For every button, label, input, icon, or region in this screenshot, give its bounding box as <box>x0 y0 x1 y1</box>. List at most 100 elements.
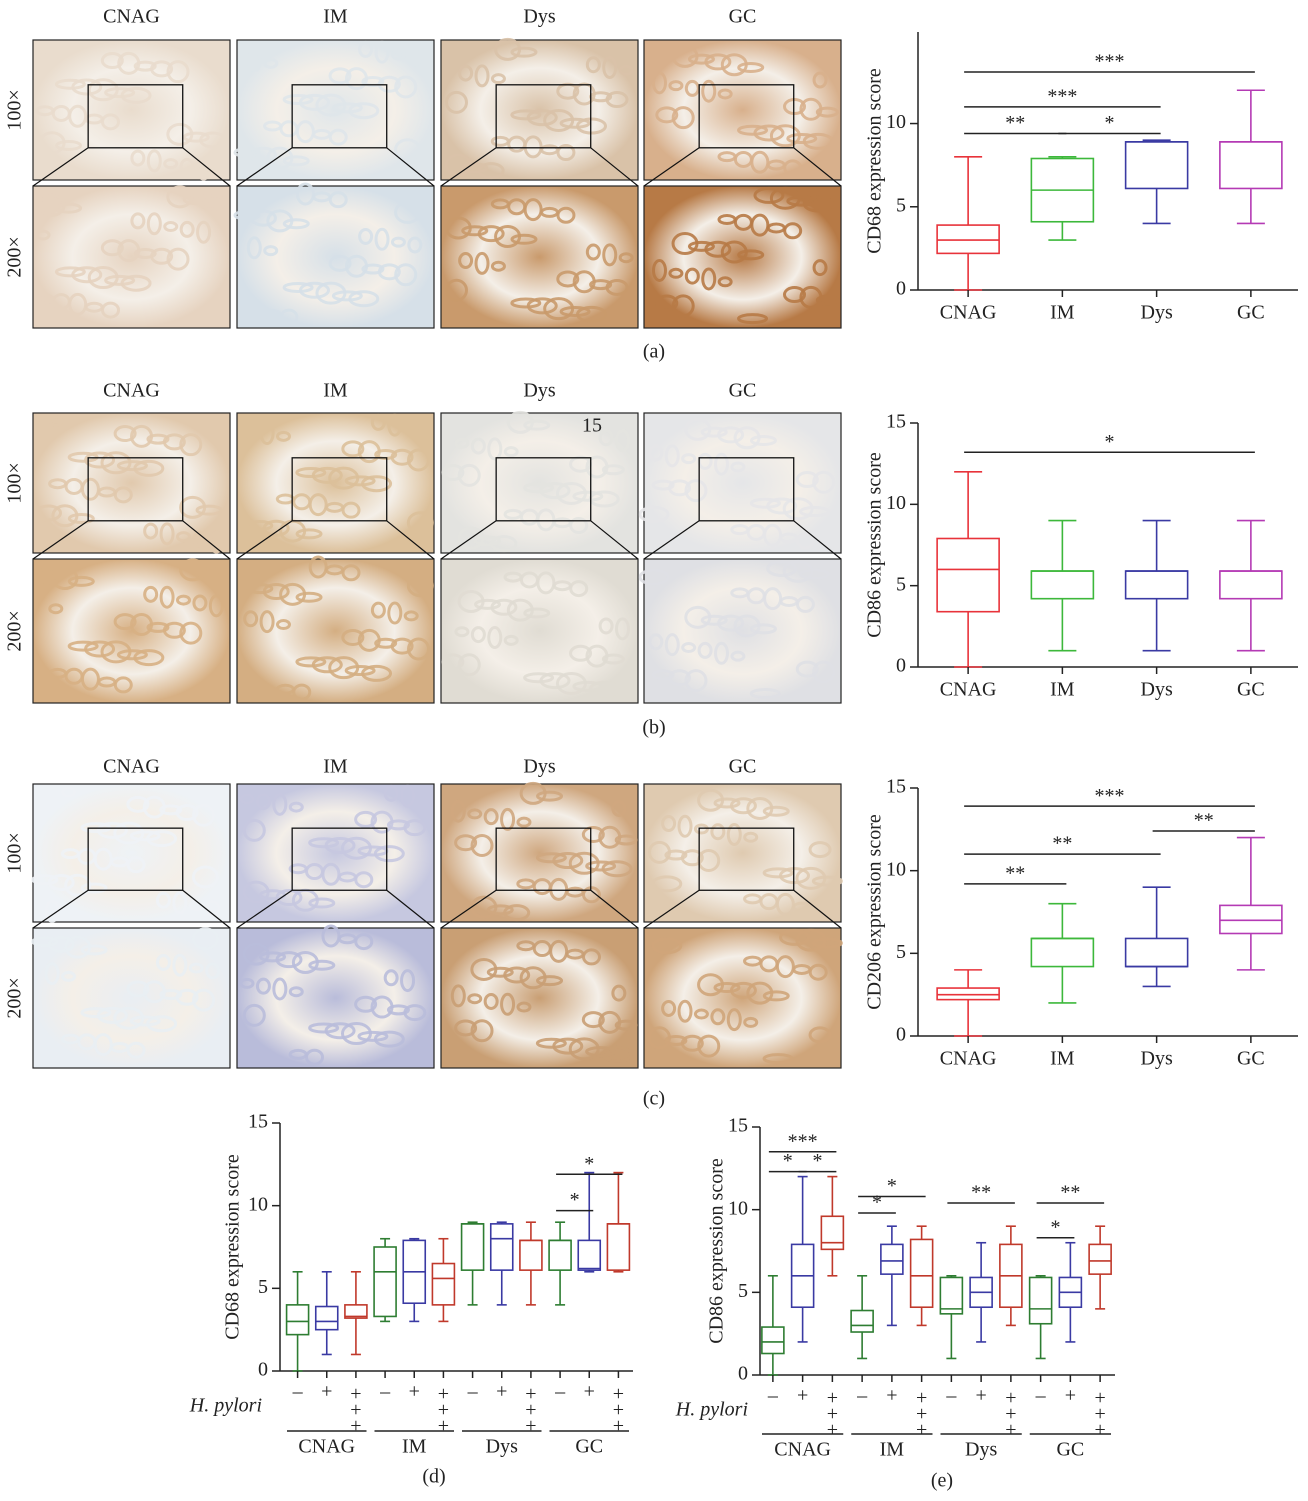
tissue-gland <box>589 279 613 291</box>
tissue-gland <box>390 49 406 61</box>
tissue-gland <box>266 209 294 233</box>
significance-label: ** <box>1005 112 1025 134</box>
column-label: GC <box>729 380 757 402</box>
x-tick-label: CNAG <box>940 302 997 324</box>
tissue-gland <box>374 40 390 64</box>
zoom-line <box>236 520 293 560</box>
tissue-gland <box>166 185 194 209</box>
tissue-gland <box>126 856 146 874</box>
tissue-gland <box>279 120 299 138</box>
column-label: CNAG <box>103 6 160 28</box>
tissue-gland <box>34 504 62 522</box>
tissue-gland <box>795 532 815 550</box>
zoom-line <box>386 520 435 560</box>
tissue-gland <box>467 993 483 1005</box>
tissue-gland <box>749 623 777 635</box>
box <box>1124 141 1189 190</box>
tissue-gland <box>34 567 62 585</box>
tissue-gland <box>648 444 664 462</box>
group-label: IM <box>880 1439 905 1461</box>
y-axis-label: CD86 expression score <box>706 1158 728 1344</box>
tissue-gland <box>242 818 266 842</box>
tissue-gland <box>374 637 398 649</box>
tissue-gland <box>295 656 327 668</box>
zoom-line <box>440 889 497 929</box>
zoom-line <box>590 889 639 929</box>
tissue-gland <box>116 460 148 472</box>
column-label: GC <box>729 756 757 778</box>
group-label: Dys <box>965 1439 997 1461</box>
box <box>1219 570 1283 600</box>
tissue-gland <box>275 619 291 631</box>
tissue-gland <box>370 601 386 619</box>
tissue-gland <box>503 571 523 583</box>
zoom-line <box>793 889 842 929</box>
tissue-gland <box>795 866 827 890</box>
tissue-gland <box>282 94 314 106</box>
tissue-gland <box>454 1019 478 1037</box>
tissue-gland <box>394 75 418 99</box>
tissue-gland <box>179 495 207 519</box>
tissue-gland <box>233 209 261 221</box>
tissue-gland <box>60 848 80 860</box>
tissue-gland <box>255 793 271 811</box>
group-label: GC <box>1056 1439 1084 1461</box>
tissue-gland <box>246 519 274 531</box>
tissue-gland <box>710 823 726 841</box>
level-label: + <box>409 1381 420 1403</box>
tissue-gland <box>812 71 828 89</box>
tissue-gland <box>568 851 600 875</box>
tissue-gland <box>31 936 59 948</box>
x-tick-label: IM <box>1050 1048 1075 1070</box>
tissue-gland <box>506 410 534 434</box>
tissue-gland <box>386 819 410 831</box>
tissue-gland <box>503 634 519 646</box>
tissue-gland <box>400 969 416 993</box>
tissue-gland <box>113 1006 145 1030</box>
tissue-gland <box>655 294 679 312</box>
tissue-gland <box>555 671 587 695</box>
zoom-line <box>32 889 89 929</box>
tissue-gland <box>288 986 304 998</box>
significance-label: *** <box>1047 85 1077 107</box>
tissue-gland <box>263 308 283 320</box>
tissue-gland <box>390 236 406 248</box>
tissue-gland <box>664 633 680 657</box>
tissue-gland <box>714 641 730 665</box>
tissue-gland <box>470 437 486 455</box>
tissue-gland <box>44 962 60 986</box>
tissue-gland <box>651 258 667 282</box>
box <box>936 224 1000 255</box>
micrograph <box>643 783 842 923</box>
micrograph <box>236 412 435 554</box>
tissue-gland <box>35 42 51 54</box>
inset-box <box>495 84 592 149</box>
tissue-gland <box>179 157 195 175</box>
tissue-gland <box>487 437 503 461</box>
tissue-gland <box>205 900 221 918</box>
tissue-gland <box>133 60 157 72</box>
tissue-gland <box>386 1004 410 1016</box>
y-axis-label: CD68 expression score <box>222 1154 244 1340</box>
inset-box <box>291 457 388 522</box>
tissue-gland <box>159 804 183 816</box>
tissue-gland <box>387 601 403 625</box>
tissue-gland <box>441 653 465 671</box>
significance-label: * <box>813 1150 823 1172</box>
tissue-gland <box>272 792 288 816</box>
tissue-gland <box>113 425 137 443</box>
tissue-gland <box>295 182 315 206</box>
zoom-line <box>793 147 842 187</box>
box <box>285 1304 310 1336</box>
tissue-gland <box>687 53 715 65</box>
tissue-gland <box>556 206 576 224</box>
tissue-gland <box>450 984 466 1008</box>
tissue-gland <box>762 990 790 1002</box>
tissue-gland <box>279 582 307 606</box>
y-tick-label: 5 <box>738 1280 748 1302</box>
zoom-line <box>440 520 497 560</box>
tissue-gland <box>104 274 136 286</box>
tissue-gland <box>341 501 361 519</box>
tissue-gland <box>647 1026 671 1050</box>
tissue-gland <box>205 962 221 980</box>
